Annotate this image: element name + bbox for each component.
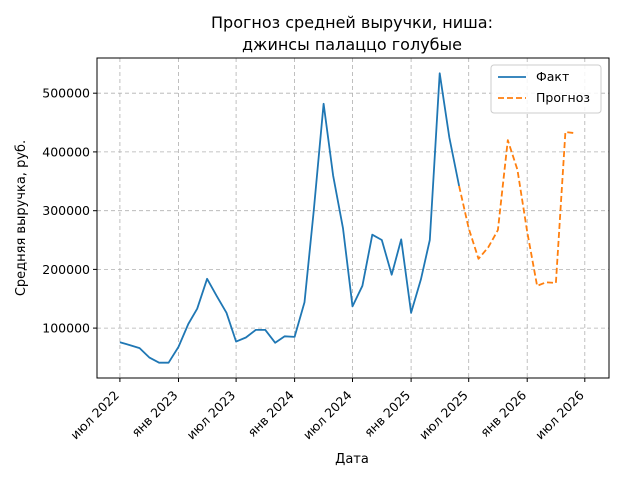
x-tick-label: июл 2026 <box>532 387 587 442</box>
legend-label-fact: Факт <box>536 69 569 84</box>
x-tick-label: июл 2025 <box>416 388 471 443</box>
y-tick-label: 500000 <box>42 86 90 101</box>
legend: Факт Прогноз <box>490 64 602 114</box>
x-axis-label: Дата <box>335 452 369 467</box>
y-axis-label: Средняя выручка, руб. <box>14 140 29 296</box>
x-tick-label: янв 2023 <box>128 388 180 440</box>
x-axis-ticks: июл 2022 янв 2023 июл 2023 янв 2024 июл 2024… <box>67 378 587 442</box>
y-axis-ticks: 100000 200000 300000 400000 500000 <box>42 86 97 336</box>
x-tick-label: янв 2026 <box>477 387 529 439</box>
x-tick-label: июл 2024 <box>300 387 355 442</box>
grid <box>97 58 609 378</box>
chart-title-line-2: джинсы палаццо голубые <box>242 35 462 54</box>
x-tick-label: июл 2023 <box>183 388 238 443</box>
x-tick-label: июл 2022 <box>67 388 122 443</box>
series-line-forecast <box>458 131 576 287</box>
y-tick-label: 300000 <box>42 203 90 218</box>
y-tick-label: 400000 <box>42 144 90 159</box>
series-layer <box>119 72 576 364</box>
y-tick-label: 100000 <box>42 321 90 336</box>
x-tick-label: янв 2025 <box>361 388 413 440</box>
chart-title-line-1: Прогноз средней выручки, ниша: <box>211 13 493 32</box>
x-tick-label: янв 2024 <box>244 387 296 439</box>
y-tick-label: 200000 <box>42 262 90 277</box>
legend-label-forecast: Прогноз <box>536 90 590 105</box>
series-line-fact <box>119 72 460 364</box>
